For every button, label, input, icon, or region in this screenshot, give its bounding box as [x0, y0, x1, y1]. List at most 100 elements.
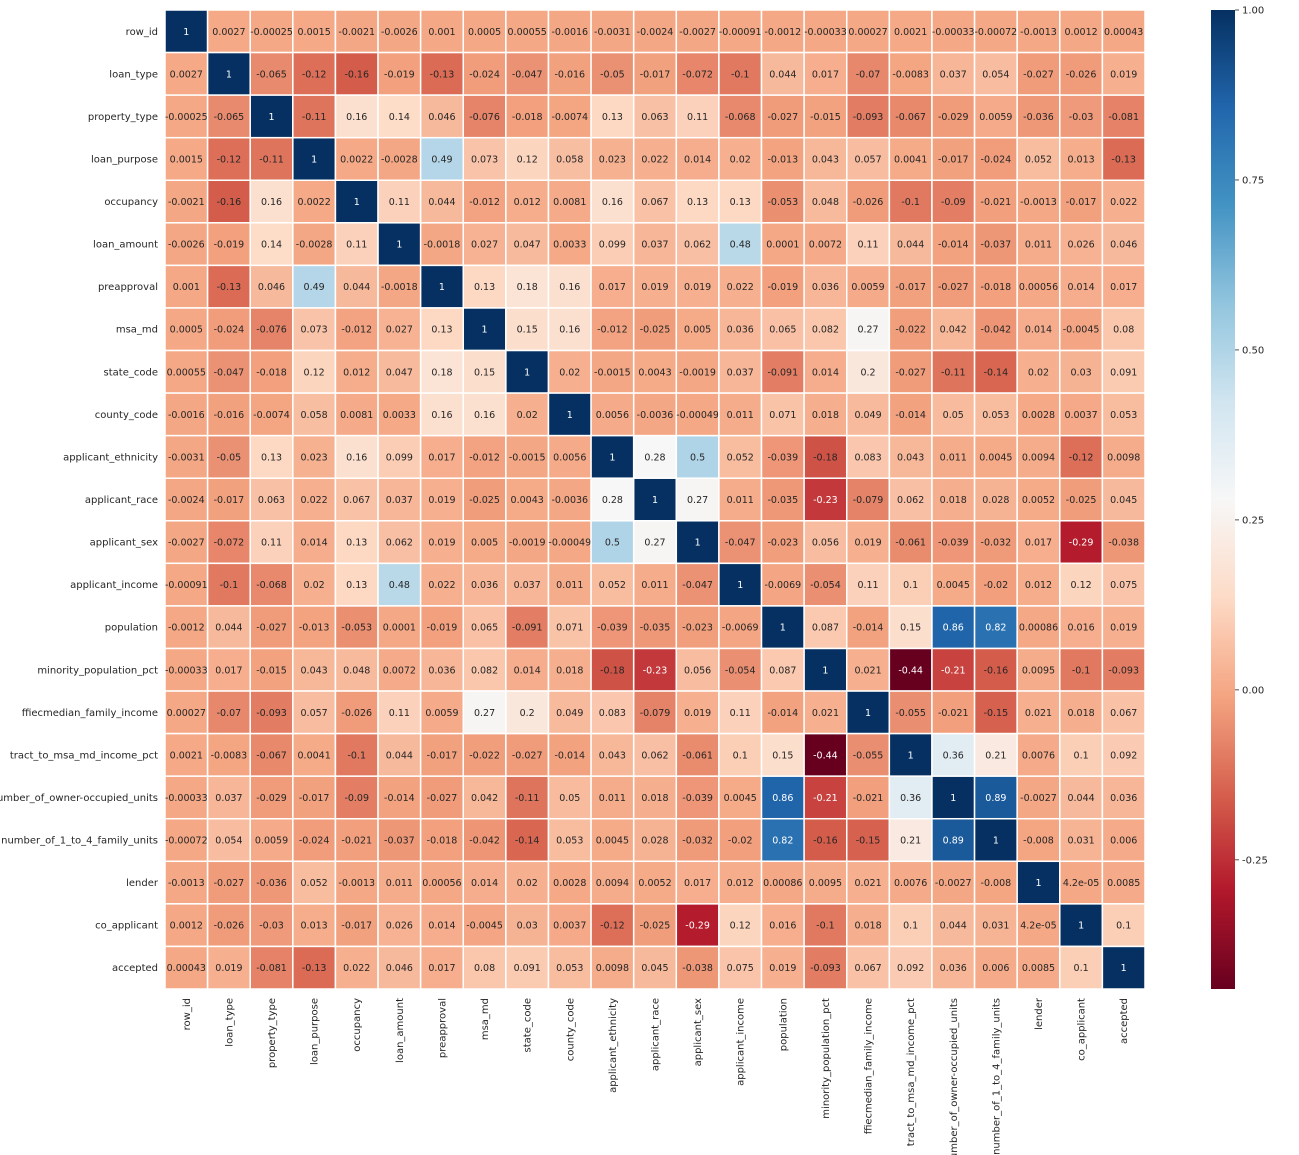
cell-label-co_applicant-minority_population_pct: -0.1 — [816, 921, 835, 932]
cell-label-number_of_owner-occupied_units-loan_type: 0.037 — [215, 793, 242, 804]
cell-label-occupancy-preapproval: 0.044 — [428, 197, 455, 208]
cell-label-applicant_ethnicity-msa_md: -0.012 — [469, 452, 500, 463]
cell-label-applicant_ethnicity-county_code: 0.0056 — [553, 452, 586, 463]
cell-label-lender-applicant_sex: 0.017 — [684, 878, 711, 889]
cell-label-accepted-tract_to_msa_md_income_pct: 0.092 — [897, 963, 924, 974]
cell-label-msa_md-state_code: 0.15 — [517, 325, 538, 336]
cell-label-lender-ffiecmedian_family_income: 0.021 — [854, 878, 881, 889]
cell-label-loan_type-population: 0.044 — [769, 69, 796, 80]
cell-label-applicant_income-applicant_income: 1 — [737, 580, 743, 591]
cell-label-preapproval-ffiecmedian_family_income: 0.0059 — [851, 282, 884, 293]
cell-label-number_of_owner-occupied_units-loan_purpose: -0.017 — [299, 793, 330, 804]
colorbar-ticks: 1.00 0.75 0.50 0.25 0.00 -0.25 — [1235, 6, 1268, 866]
cell-minority_population_pct-loan_type — [206, 647, 251, 692]
cell-label-property_type-lender: -0.036 — [1023, 112, 1054, 123]
cell-label-tract_to_msa_md_income_pct-number_of_owner-occupied_units: 0.36 — [943, 750, 964, 761]
cell-loan_purpose-property_type — [249, 136, 294, 182]
cell-label-applicant_income-population: -0.0069 — [764, 580, 801, 591]
cell-county_code-population — [760, 392, 805, 437]
cell-label-county_code-msa_md: 0.16 — [474, 410, 495, 421]
cell-lender-co_applicant — [1059, 860, 1104, 905]
cell-label-number_of_1_to_4_family_units-applicant_sex: -0.032 — [682, 836, 713, 847]
cell-label-co_applicant-property_type: -0.03 — [259, 921, 284, 932]
cell-preapproval-occupancy — [334, 264, 379, 309]
cell-accepted-applicant_income — [718, 945, 763, 990]
cell-label-population-applicant_income: -0.0069 — [722, 623, 759, 634]
cell-state_code-applicant_race — [632, 349, 678, 394]
cell-number_of_1_to_4_family_units-row_id — [164, 817, 209, 863]
cell-label-applicant_income-accepted: 0.075 — [1110, 580, 1137, 591]
cell-lender-preapproval — [419, 860, 465, 905]
colorbar-tick-label-0.00: 0.00 — [1242, 685, 1264, 696]
cell-label-loan_purpose-tract_to_msa_md_income_pct: 0.0041 — [894, 154, 927, 165]
cell-label-tract_to_msa_md_income_pct-applicant_income: 0.1 — [733, 750, 748, 761]
cell-label-state_code-applicant_income: 0.037 — [727, 367, 754, 378]
cell-msa_md-tract_to_msa_md_income_pct — [888, 307, 933, 352]
cell-label-property_type-loan_type: -0.065 — [214, 112, 245, 123]
cell-property_type-msa_md — [462, 94, 507, 139]
x-tick-label-loan_type: loan_type — [224, 998, 235, 1047]
cell-tract_to_msa_md_income_pct-state_code — [505, 732, 550, 777]
y-tick-label-loan_amount: loan_amount — [93, 240, 158, 251]
cell-label-population-state_code: -0.091 — [512, 623, 543, 634]
cell-label-property_type-applicant_race: 0.063 — [641, 112, 668, 123]
cell-label-county_code-applicant_ethnicity: 0.0056 — [596, 410, 629, 421]
cell-label-row_id-row_id: 1 — [183, 27, 189, 38]
cell-label-row_id-applicant_sex: -0.0027 — [679, 27, 716, 38]
cell-label-applicant_sex-county_code: -0.00049 — [548, 538, 591, 549]
colorbar-tick-label-0.75: 0.75 — [1242, 175, 1264, 186]
cell-loan_amount-number_of_owner-occupied_units — [931, 222, 976, 267]
cell-label-co_applicant-number_of_owner-occupied_units: 0.044 — [940, 921, 967, 932]
cell-label-property_type-co_applicant: -0.03 — [1069, 112, 1094, 123]
cell-co_applicant-loan_type — [206, 903, 251, 948]
cell-number_of_owner-occupied_units-accepted — [1101, 775, 1146, 820]
cell-label-applicant_race-applicant_income: 0.011 — [727, 495, 754, 506]
cell-label-number_of_1_to_4_family_units-number_of_1_to_4_family_units: 1 — [993, 836, 999, 847]
cell-property_type-preapproval — [419, 94, 465, 139]
cell-number_of_1_to_4_family_units-co_applicant — [1059, 817, 1104, 863]
cell-label-property_type-minority_population_pct: -0.015 — [810, 112, 841, 123]
cell-label-applicant_sex-tract_to_msa_md_income_pct: -0.061 — [895, 538, 926, 549]
cell-label-accepted-property_type: -0.081 — [256, 963, 287, 974]
cell-label-co_applicant-loan_type: -0.026 — [214, 921, 245, 932]
cell-label-loan_type-county_code: -0.016 — [554, 69, 585, 80]
cell-ffiecmedian_family_income-lender — [1016, 690, 1061, 735]
cell-label-accepted-number_of_1_to_4_family_units: 0.006 — [982, 963, 1009, 974]
cell-label-lender-county_code: 0.0028 — [553, 878, 586, 889]
cell-label-population-loan_type: 0.044 — [215, 623, 242, 634]
x-tick-label-lender: lender — [1034, 997, 1045, 1030]
y-tick-label-number_of_1_to_4_family_units: number_of_1_to_4_family_units — [1, 836, 158, 847]
cell-label-row_id-population: -0.0012 — [764, 27, 801, 38]
cell-label-accepted-msa_md: 0.08 — [474, 963, 495, 974]
cell-property_type-loan_purpose — [292, 94, 337, 139]
cell-label-ffiecmedian_family_income-population: -0.014 — [768, 708, 799, 719]
cell-applicant_race-applicant_sex — [675, 477, 720, 522]
cell-label-row_id-msa_md: 0.0005 — [468, 27, 501, 38]
cell-lender-msa_md — [462, 860, 507, 905]
cell-label-preapproval-occupancy: 0.044 — [343, 282, 370, 293]
cell-tract_to_msa_md_income_pct-applicant_race — [632, 732, 678, 777]
cell-label-state_code-ffiecmedian_family_income: 0.2 — [860, 367, 875, 378]
cell-label-occupancy-number_of_owner-occupied_units: -0.09 — [941, 197, 966, 208]
cell-label-population-population: 1 — [780, 623, 786, 634]
cell-label-number_of_owner-occupied_units-occupancy: -0.09 — [344, 793, 369, 804]
cell-label-applicant_race-loan_amount: 0.037 — [386, 495, 413, 506]
cell-lender-minority_population_pct — [803, 860, 848, 905]
cell-applicant_ethnicity-accepted — [1101, 434, 1146, 479]
x-tick-label-tract_to_msa_md_income_pct: tract_to_msa_md_income_pct — [906, 998, 917, 1146]
y-tick-label-co_applicant: co_applicant — [95, 921, 158, 932]
cell-tract_to_msa_md_income_pct-lender — [1016, 732, 1061, 777]
cell-label-county_code-occupancy: 0.0081 — [340, 410, 373, 421]
cell-state_code-accepted — [1101, 349, 1146, 394]
cell-label-property_type-occupancy: 0.16 — [346, 112, 367, 123]
cell-label-co_applicant-msa_md: -0.0045 — [466, 921, 503, 932]
cell-property_type-occupancy — [334, 94, 379, 139]
cell-label-applicant_income-loan_amount: 0.48 — [389, 580, 410, 591]
cell-label-accepted-loan_amount: 0.046 — [386, 963, 413, 974]
cell-county_code-loan_purpose — [292, 392, 337, 437]
cell-label-preapproval-applicant_race: 0.019 — [641, 282, 668, 293]
cell-label-msa_md-loan_type: -0.024 — [214, 325, 245, 336]
cell-label-ffiecmedian_family_income-state_code: 0.2 — [520, 708, 535, 719]
cell-accepted-loan_purpose — [292, 945, 337, 990]
cell-label-tract_to_msa_md_income_pct-preapproval: -0.017 — [427, 750, 458, 761]
